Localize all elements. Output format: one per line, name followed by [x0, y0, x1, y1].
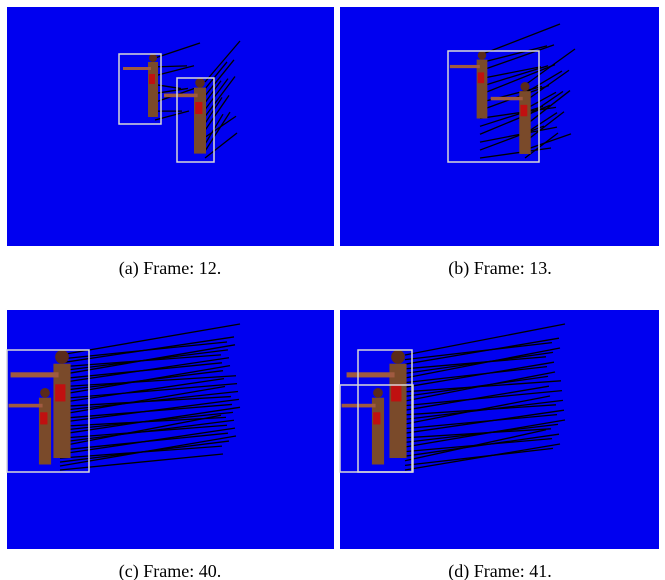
person-head [373, 388, 383, 398]
panel [7, 7, 334, 246]
person-detail [373, 412, 381, 425]
motion-line [524, 48, 576, 86]
motion-line [524, 70, 563, 94]
motion-line [479, 126, 558, 143]
motion-line [404, 351, 554, 375]
motion-line [59, 414, 222, 447]
motion-line [404, 361, 555, 388]
motion-line [404, 347, 561, 379]
person-body [476, 59, 488, 119]
motion-line [204, 59, 235, 97]
person-arm [346, 372, 395, 378]
motion-line [404, 395, 551, 425]
motion-line [524, 90, 564, 118]
person-head [477, 51, 487, 60]
motion-line [204, 94, 230, 131]
person-detail [195, 102, 203, 114]
person-detail [477, 72, 485, 84]
bounding-box [447, 50, 540, 163]
person-detail [520, 104, 528, 117]
motion-line [404, 409, 565, 434]
person-arm [10, 372, 59, 378]
bounding-box [118, 53, 162, 125]
motion-line [204, 61, 228, 90]
motion-line [404, 341, 553, 361]
motion-line [404, 375, 549, 398]
panel [340, 310, 659, 549]
motion-line [59, 385, 226, 416]
motion-line [204, 132, 238, 159]
caption: (b) Frame: 13. [448, 258, 551, 279]
person-head [520, 82, 530, 92]
caption: (c) Frame: 40. [119, 561, 221, 580]
motion-line [479, 66, 542, 80]
person-body [38, 397, 52, 465]
motion-line [59, 406, 241, 435]
person-head [391, 350, 405, 364]
motion-line [404, 447, 554, 467]
motion-line [479, 105, 544, 127]
motion-line [479, 65, 549, 88]
motion-line [404, 419, 566, 448]
person-body [194, 87, 206, 154]
motion-line [524, 90, 571, 127]
person-body [148, 62, 158, 117]
motion-line [154, 42, 201, 59]
motion-line [404, 399, 564, 421]
motion-line [479, 45, 548, 64]
caption: (d) Frame: 41. [448, 561, 551, 580]
motion-line [59, 357, 230, 384]
person-detail [391, 384, 402, 402]
motion-line [204, 80, 222, 104]
motion-line [404, 371, 556, 402]
motion-line [404, 433, 560, 457]
person-body [519, 91, 531, 154]
person-head [40, 388, 50, 398]
person-body [371, 397, 385, 465]
motion-line [479, 64, 556, 96]
person-arm [123, 67, 151, 70]
person-detail [55, 384, 66, 402]
motion-line [404, 429, 547, 462]
motion-line [204, 111, 231, 152]
motion-line [479, 23, 561, 56]
motion-line [404, 443, 561, 471]
person-arm [164, 93, 198, 98]
motion-line [524, 133, 572, 151]
motion-line [59, 377, 225, 404]
motion-line [59, 398, 240, 424]
bounding-box [176, 77, 215, 163]
person-arm [8, 403, 43, 408]
motion-line [479, 125, 545, 151]
motion-line [404, 365, 548, 384]
motion-line [59, 323, 241, 356]
person-arm [449, 64, 480, 69]
motion-line [404, 323, 566, 356]
motion-line [479, 44, 555, 72]
person-head [55, 350, 69, 364]
motion-line [404, 337, 560, 365]
motion-line [204, 40, 241, 83]
person-body [389, 363, 407, 458]
person-body [53, 363, 71, 458]
motion-line [524, 111, 565, 143]
caption: (a) Frame: 12. [119, 258, 221, 279]
scene [8, 23, 576, 471]
motion-line [404, 385, 550, 411]
person-head [149, 54, 157, 62]
motion-line [404, 423, 559, 444]
person-arm [490, 96, 523, 101]
bounding-box [6, 349, 90, 473]
motion-line [479, 106, 557, 120]
person-head [195, 78, 205, 88]
bounding-box [339, 384, 414, 473]
motion-line [59, 453, 224, 471]
person-detail [40, 412, 48, 425]
motion-line [524, 69, 570, 102]
motion-line [404, 389, 563, 407]
motion-line [204, 78, 229, 111]
person-detail [149, 74, 155, 84]
motion-line [204, 76, 236, 117]
